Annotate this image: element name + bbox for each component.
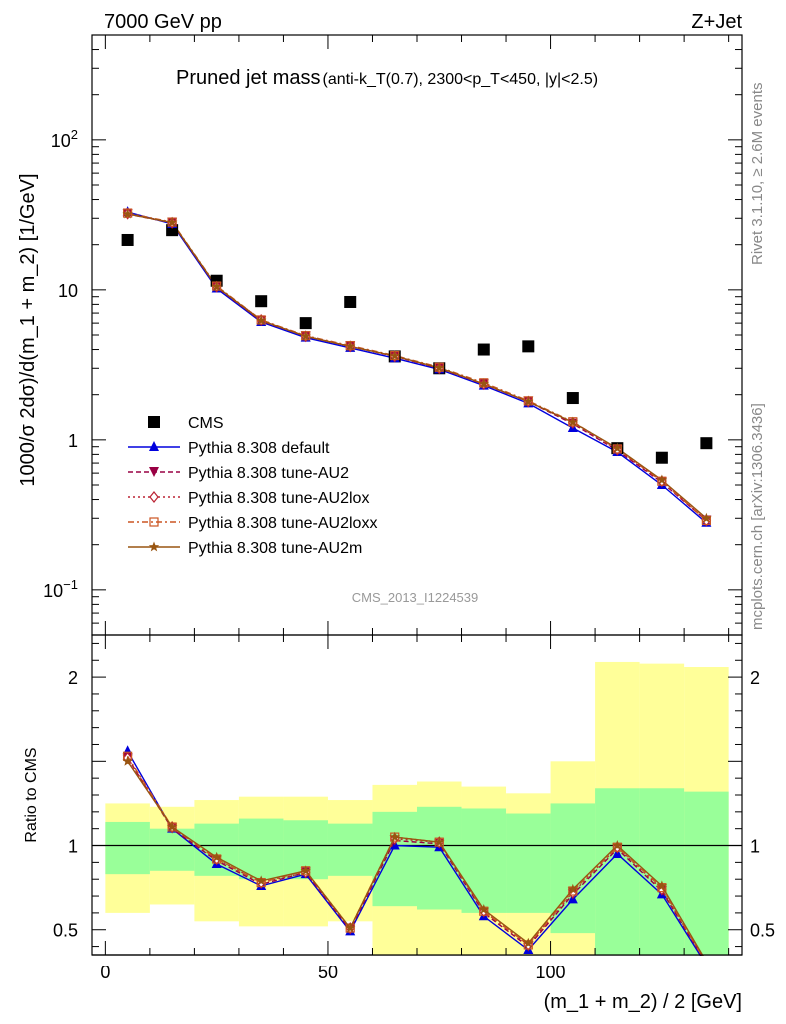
x-tick-label: 0: [100, 962, 110, 982]
reference-label: CMS_2013_I1224539: [352, 590, 479, 605]
ratio-point-au2m: [656, 880, 668, 891]
series-line-au2m: [127, 213, 707, 519]
legend-marker-au2loxx: [149, 517, 159, 527]
ratio-line-au2lox: [127, 757, 708, 964]
legend-marker-au2m: [148, 541, 160, 552]
point-au2m: [255, 315, 267, 325]
point-au2m: [389, 350, 400, 361]
band-inner: [238, 818, 284, 880]
legend: CMS Pythia 8.308 default Pythia 8.308 tune…: [128, 415, 377, 557]
band-inner: [372, 811, 417, 907]
legend-marker-au2: [149, 467, 159, 477]
ratio-point-au2m: [389, 831, 400, 842]
band-inner: [149, 828, 195, 871]
point-cms: [299, 317, 312, 330]
ratio-y-label-left: 2: [68, 668, 78, 688]
ratio-plot: 0.5 0.5 1 1 2 2 0 50 100: [0, 635, 786, 982]
legend-label-au2: Pythia 8.308 tune-AU2: [188, 465, 349, 482]
point-cms: [477, 343, 490, 356]
point-au2m: [701, 512, 712, 523]
band-inner: [595, 788, 640, 955]
point-cms: [255, 295, 268, 308]
ratio-point-au2m: [612, 840, 623, 850]
ratio-y-label-right: 1: [750, 837, 760, 857]
point-au2m: [523, 396, 534, 406]
ratio-point-au2m: [122, 755, 133, 766]
point-cms: [700, 437, 713, 450]
y-tick-exponent: 2: [71, 127, 78, 142]
ratio-y-label-left: 0.5: [53, 921, 78, 941]
x-axis-title: (m_1 + m_2) / 2 [GeV]: [544, 991, 742, 1013]
legend-marker-default: [149, 441, 159, 451]
ratio-line-default: [126, 750, 707, 966]
legend-label-au2loxx: Pythia 8.308 tune-AU2loxx: [188, 515, 377, 532]
y-tick-label: 10: [58, 281, 78, 301]
point-au2m: [122, 208, 133, 219]
point-cms: [121, 233, 134, 246]
ratio-point-au2m: [166, 821, 178, 832]
x-tick-label: 50: [318, 962, 338, 982]
ratio-point-au2m: [211, 851, 222, 862]
plot-title: Pruned jet mass (anti-k_T(0.7), 2300<p_T<…: [176, 67, 598, 89]
rivet-label: Rivet 3.1.10, ≥ 2.6M events: [749, 83, 766, 266]
ratio-y-label-right: 0.5: [750, 921, 775, 941]
band-inner: [417, 806, 462, 910]
point-au2m: [300, 330, 311, 341]
point-cms: [522, 340, 535, 353]
legend-marker-au2lox: [149, 491, 159, 503]
ratio-ylabel: Ratio to CMS: [23, 747, 40, 842]
ratio-point-au2m: [523, 937, 534, 948]
legend-label-au2lox: Pythia 8.308 tune-AU2lox: [188, 490, 369, 507]
ratio-point-au2m: [255, 875, 267, 886]
point-cms: [344, 295, 357, 308]
ratio-point-au2m: [434, 836, 445, 847]
point-au2m: [434, 362, 445, 373]
band-inner: [506, 813, 551, 913]
ratio-point-au2m: [300, 865, 311, 876]
y-tick-label: 10−1: [43, 577, 78, 601]
mcplots-label: mcplots.cern.ch [arXiv:1306.3436]: [749, 403, 766, 630]
legend-label-default: Pythia 8.308 default: [188, 440, 330, 457]
ratio-point-au2m: [345, 922, 356, 933]
y-tick-label: 1: [68, 431, 78, 451]
band-inner: [327, 823, 373, 876]
point-au2m: [211, 281, 222, 292]
y-tick-label: 102: [51, 127, 78, 151]
process-label: Z+Jet: [691, 11, 742, 33]
point-au2m: [345, 340, 356, 351]
energy-label: 7000 GeV pp: [104, 11, 222, 33]
ratio-clip-mask: [0, 956, 786, 966]
y-tick-exponent: −1: [63, 577, 78, 592]
point-au2m: [567, 416, 579, 427]
point-au2m: [478, 378, 489, 389]
x-tick-label: 100: [536, 962, 566, 982]
main-ylabel: 1000/σ 2dσ)/d(m_1 + m_2) [1/GeV]: [17, 173, 39, 486]
point-cms: [566, 392, 579, 405]
band-inner: [684, 791, 729, 955]
plot-title-sub: (anti-k_T(0.7), 2300<p_T<450, |y|<2.5): [323, 71, 599, 88]
point-au2m: [166, 217, 178, 227]
point-au2m: [656, 474, 668, 485]
legend-label-cms: CMS: [188, 415, 224, 432]
main-plot: 10−1 1 10 102: [43, 34, 742, 636]
ratio-point-au2m: [567, 883, 579, 894]
legend-label-au2m: Pythia 8.308 tune-AU2m: [188, 540, 362, 557]
series-line-default: [127, 211, 707, 524]
ratio-line-au2m: [127, 760, 708, 963]
plot-title-main: Pruned jet mass: [176, 67, 321, 89]
band-inner: [105, 821, 150, 875]
point-au2m: [612, 442, 623, 453]
point-cms: [655, 451, 668, 464]
ratio-line-au2: [127, 757, 707, 964]
ratio-y-label-left: 1: [68, 837, 78, 857]
band-inner: [461, 808, 507, 913]
ratio-point-au2m: [478, 904, 489, 914]
ratio-y-label-right: 2: [750, 668, 760, 688]
legend-marker-cms: [148, 416, 160, 428]
